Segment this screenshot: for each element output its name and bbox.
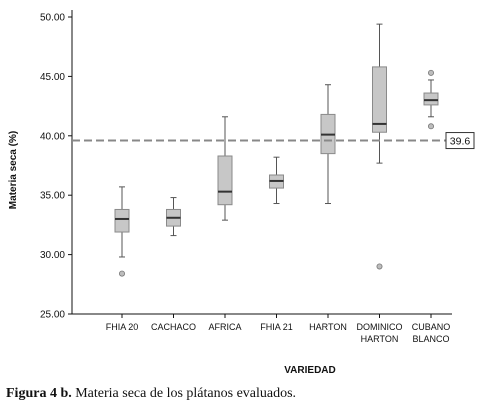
figure-caption: Figura 4 b. Materia seca de los plátanos… xyxy=(6,386,296,402)
y-axis: 25.00 30.00 35.00 40.00 45.00 50.00 xyxy=(40,10,73,321)
box-group xyxy=(166,197,181,237)
outlier-point xyxy=(376,263,383,270)
reference-line-group: 39.6 xyxy=(72,132,475,150)
y-axis-title: Materia seca (%) xyxy=(8,131,19,209)
box-series xyxy=(114,23,439,277)
box-group xyxy=(423,69,439,130)
caption-text: Materia seca de los plátanos evaluados. xyxy=(71,386,297,401)
box-group xyxy=(114,186,130,277)
box xyxy=(217,155,233,206)
y-tick-label: 30.00 xyxy=(40,250,65,261)
outlier-point xyxy=(119,270,126,277)
box-group xyxy=(269,156,284,205)
x-axis-title: VARIEDAD xyxy=(284,365,335,376)
outlier-point xyxy=(427,123,434,130)
x-tick-label: FHIA 20 xyxy=(106,322,139,332)
x-tick-label: HARTON xyxy=(361,334,399,344)
x-tick-label: CACHACO xyxy=(151,322,196,332)
y-tick-label: 45.00 xyxy=(40,72,65,83)
y-tick-label: 50.00 xyxy=(40,13,65,24)
caption-label: Figura 4 b. xyxy=(6,386,72,401)
box xyxy=(372,66,387,133)
outlier-point xyxy=(427,69,434,76)
box xyxy=(114,208,130,233)
reference-label: 39.6 xyxy=(450,136,471,148)
x-tick-label: FHIA 21 xyxy=(260,322,293,332)
x-tick-label: HARTON xyxy=(309,322,347,332)
reference-label-box xyxy=(445,132,475,150)
y-tick-label: 25.00 xyxy=(40,310,65,321)
box-group xyxy=(372,23,387,270)
x-axis: FHIA 20 CACHACO AFRICA FHIA 21 HARTON DOMINIC… xyxy=(72,313,452,344)
box xyxy=(423,92,439,106)
x-tick-label: AFRICA xyxy=(208,322,241,332)
x-tick-label: BLANCO xyxy=(412,334,449,344)
boxplot-chart: 25.00 30.00 35.00 40.00 45.00 50.00 FHIA 20 CA… xyxy=(8,10,475,376)
box-group xyxy=(320,84,336,205)
y-tick-label: 40.00 xyxy=(40,131,65,142)
box-group xyxy=(217,116,233,221)
x-tick-label: DOMINICO xyxy=(357,322,403,332)
x-tick-label: CUBANO xyxy=(412,322,451,332)
y-tick-label: 35.00 xyxy=(40,191,65,202)
